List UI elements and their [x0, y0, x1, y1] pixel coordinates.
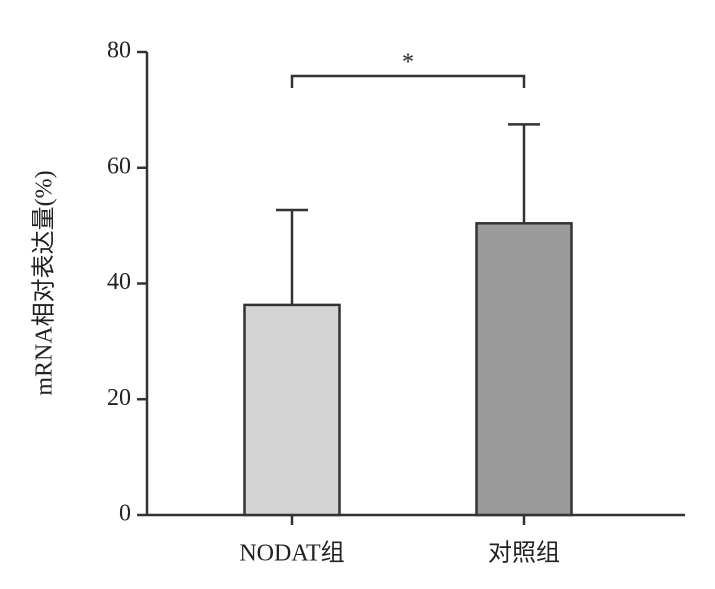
y-tick-label: 0 — [119, 501, 131, 527]
bar — [475, 222, 573, 517]
y-tick-label: 20 — [107, 385, 131, 411]
x-tick-label: NODAT组 — [239, 540, 344, 567]
bar — [243, 303, 341, 517]
x-tick-label: 对照组 — [488, 540, 560, 567]
y-tick-label: 80 — [107, 38, 131, 64]
significance-label: * — [402, 50, 414, 76]
y-tick-label: 60 — [107, 153, 131, 179]
y-axis-label: mRNA相对表达量(%) — [31, 170, 58, 395]
y-tick-label: 40 — [107, 269, 131, 295]
significance-bracket — [290, 74, 526, 88]
